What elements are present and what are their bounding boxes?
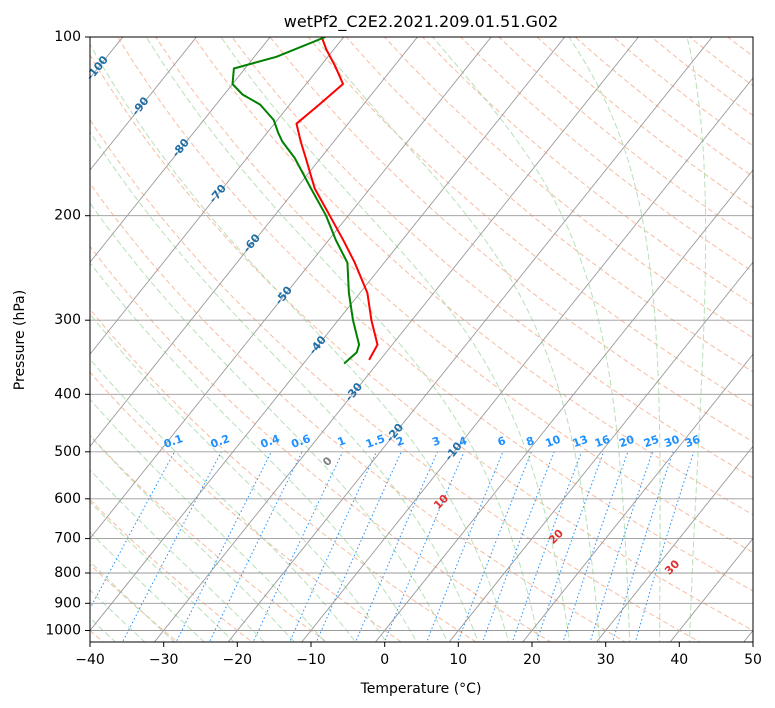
- y-tick-label: 700: [54, 531, 81, 547]
- isotherm: [595, 445, 753, 642]
- dry-adiabat: [117, 37, 753, 592]
- y-tick-label: 600: [54, 491, 81, 507]
- plot-frame: [89, 36, 754, 643]
- moist-adiabat: [313, 37, 601, 642]
- mixing-ratio-label: 36: [683, 433, 702, 451]
- mixing-ratio-label: 8: [524, 434, 536, 449]
- mixing-ratio-label: 10: [544, 433, 563, 451]
- moist-adiabat: [90, 469, 265, 642]
- x-tick-label: 40: [670, 652, 688, 668]
- mixing-ratio-label: 25: [642, 433, 661, 450]
- mixing-ratio-label: 0.1: [162, 432, 185, 451]
- x-tick-label: 30: [597, 652, 615, 668]
- moist-adiabat: [220, 37, 570, 642]
- x-tick-label: −10: [296, 652, 326, 668]
- dry-adiabat: [421, 37, 753, 306]
- moist-adiabat: [686, 37, 707, 642]
- y-tick-label: 100: [54, 29, 81, 45]
- isotherm: [0, 10, 71, 655]
- moist-adiabat: [90, 398, 326, 642]
- moist-adiabat: [90, 435, 296, 642]
- isotherm: [374, 169, 753, 642]
- x-tick-label: 20: [523, 652, 541, 668]
- mixing-ratio-label: 30: [662, 433, 681, 451]
- dry-adiabat: [90, 182, 627, 642]
- series-line-temperature: [295, 37, 379, 361]
- dry-adiabat: [90, 563, 179, 642]
- isotherm: [90, 37, 198, 171]
- series-line-dewpoint: [231, 37, 361, 365]
- y-tick-label: 400: [54, 386, 81, 402]
- x-tick-label: 50: [744, 652, 762, 668]
- series-layer: [231, 37, 379, 365]
- mixing-ratio-label: 20: [617, 433, 636, 451]
- isotherm: [90, 37, 271, 263]
- mixing-ratio-label: 3: [430, 434, 442, 449]
- dry-adiabat: [768, 10, 775, 655]
- y-axis: 100 200 300 400 500 600 700 800 900 1000: [45, 29, 90, 639]
- isotherm: [90, 37, 345, 355]
- dry-adiabat: [90, 118, 701, 642]
- mixing-ratio-label: 0.4: [259, 432, 282, 451]
- mixing-ratio-label: 13: [571, 433, 590, 450]
- isotherm: [90, 37, 492, 540]
- isotherm: [448, 261, 753, 642]
- mixing-ratio-label: 0.6: [290, 432, 313, 451]
- moist-adiabat: [90, 202, 449, 642]
- x-tick-label: 0: [380, 652, 389, 668]
- moist-adiabat: [90, 358, 357, 642]
- x-axis: −40 −30 −20 −10 0 10 20 30 40 50: [75, 642, 762, 668]
- dry-adiabat: [193, 37, 753, 516]
- isotherm: [153, 37, 640, 642]
- mixing-ratio-label: 16: [593, 433, 612, 451]
- isotherm: [90, 37, 566, 632]
- y-tick-label: 900: [54, 595, 81, 611]
- y-axis-label: Pressure (hPa): [12, 290, 28, 390]
- y-tick-label: 300: [54, 312, 81, 328]
- chart-title: wetPf2_C2E2.2021.209.01.51.G02: [284, 12, 558, 32]
- dry-adiabat: [383, 37, 753, 339]
- x-tick-label: 10: [449, 652, 467, 668]
- isotherm: [227, 37, 713, 642]
- isotherm: [90, 37, 419, 448]
- moist-adiabat: [431, 37, 631, 642]
- dry-adiabat: [155, 37, 753, 554]
- x-axis-label: Temperature (°C): [360, 681, 482, 697]
- isotherm: [522, 353, 753, 642]
- y-tick-label: 200: [54, 208, 81, 224]
- x-tick-label: −20: [223, 652, 253, 668]
- plot-background: [90, 37, 753, 642]
- dry-adiabat: [90, 245, 552, 642]
- grid-layer: [0, 10, 775, 655]
- mixing-ratio-label: 2: [394, 434, 406, 449]
- mixing-ratio-label: 1.5: [364, 432, 387, 451]
- x-tick-label: −30: [149, 652, 179, 668]
- isotherm: [301, 77, 753, 642]
- moist-adiabat: [90, 313, 387, 642]
- y-tick-label: 800: [54, 565, 81, 581]
- mixing-ratio-label: 6: [496, 434, 508, 449]
- y-tick-label: 1000: [45, 623, 81, 639]
- moist-adiabat: [90, 131, 479, 642]
- isotherm: [669, 537, 753, 642]
- dry-adiabat: [90, 434, 328, 642]
- moist-adiabat: [145, 37, 540, 642]
- mixing-ratio-label: 1: [336, 434, 348, 449]
- y-tick-label: 500: [54, 444, 81, 460]
- mixing-ratio-label-layer: 0.1 0.2 0.4 0.6 1 1.5 2 3 4 6 8 10 13 16 20 25 30 36: [162, 432, 702, 451]
- mixing-ratio-label: 4: [457, 434, 469, 449]
- moist-adiabat: [90, 43, 510, 642]
- dry-adiabat: [90, 371, 403, 642]
- dry-adiabat: [269, 37, 753, 443]
- moist-adiabat: [568, 37, 661, 642]
- mixing-ratio-label: 0.2: [209, 432, 232, 451]
- dry-adiabat: [231, 37, 753, 479]
- x-tick-label: −40: [75, 652, 105, 668]
